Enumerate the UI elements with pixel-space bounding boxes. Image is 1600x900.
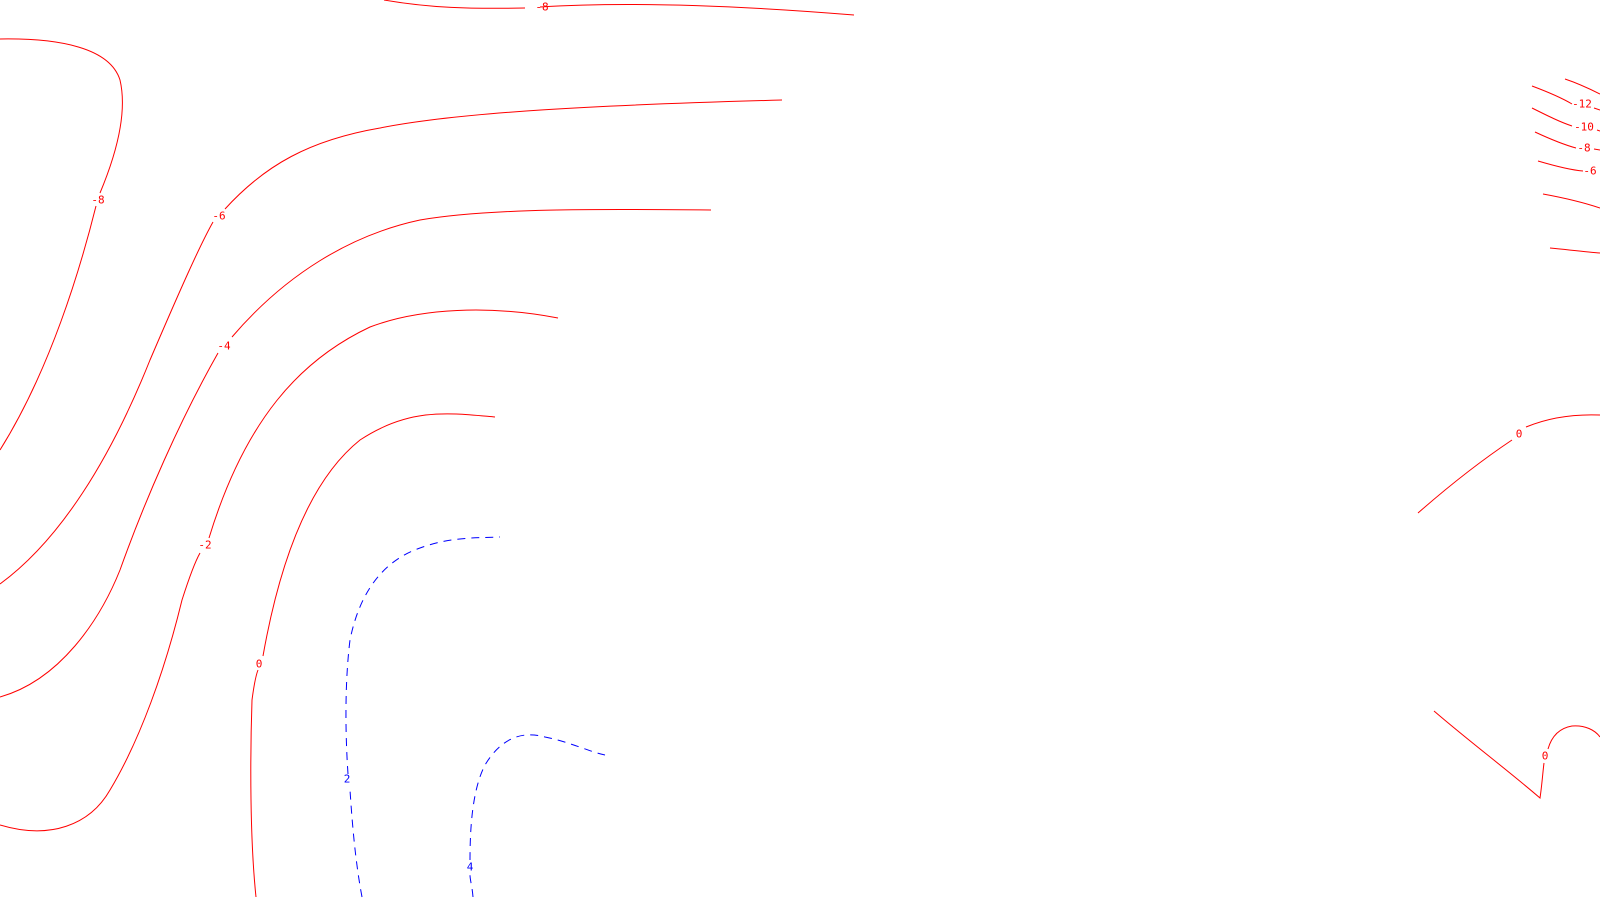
contour-line-left-m8 (0, 38, 123, 451)
contour-label-m2: -2 (198, 539, 211, 552)
contour-label-right-m6: -6 (1583, 165, 1596, 178)
contour-line-m2 (0, 309, 559, 832)
contour-label-m4: -4 (217, 340, 231, 353)
contour-label-right-0-upper: 0 (1516, 428, 1523, 441)
contour-line-right-m12 (1531, 85, 1600, 111)
contour-line-2 (345, 536, 501, 898)
contour-line-right-m8 (1534, 131, 1600, 151)
contour-label-2: 2 (344, 773, 351, 786)
contour-line-right-0-lower (1433, 710, 1600, 799)
contour-line-right-0-upper (1417, 414, 1600, 514)
contour-line-top-m8 (383, 0, 855, 16)
contour-label-right-m8: -8 (1577, 142, 1590, 155)
contour-label-m6: -6 (212, 210, 225, 223)
contour-line-right-m14 (1564, 78, 1600, 95)
contour-line-0 (250, 413, 496, 898)
contour-line-m6 (0, 99, 783, 585)
contour-label-4: 4 (467, 861, 474, 874)
contour-line-4 (469, 734, 606, 898)
contour-line-right-m2 (1549, 247, 1600, 254)
contour-label-right-0-lower: 0 (1542, 750, 1549, 763)
contour-label-0: 0 (256, 658, 263, 671)
contour-label-right-m12: -12 (1572, 98, 1592, 111)
contour-line-right-m4 (1542, 193, 1600, 209)
contour-label-left-m8: -8 (91, 194, 104, 207)
contour-line-m4 (0, 208, 712, 698)
contour-label-top-m8: -8 (535, 1, 548, 14)
contour-line-right-m6 (1537, 160, 1584, 172)
contour-label-right-m10: -10 (1574, 121, 1594, 134)
